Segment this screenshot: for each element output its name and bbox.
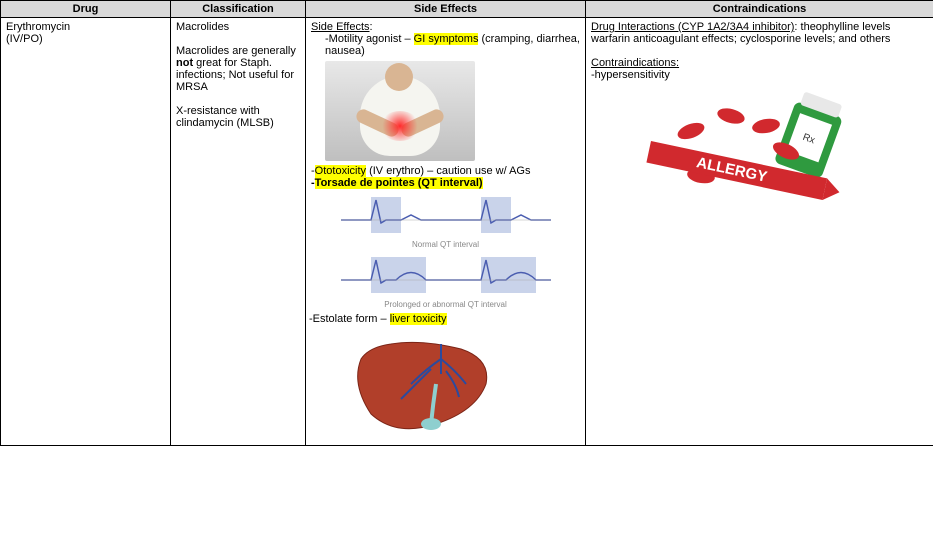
header-drug: Drug (1, 1, 171, 18)
cell-classification: Macrolides Macrolides are generally not … (171, 18, 306, 446)
drug-name: Erythromycin (6, 21, 70, 33)
drug-table: Drug Classification Side Effects Contrai… (0, 0, 933, 446)
cell-side-effects: Side Effects: -Motility agonist – GI sym… (306, 18, 586, 446)
header-classification: Classification (171, 1, 306, 18)
se-motility-line: -Motility agonist – GI symptoms (crampin… (325, 33, 580, 57)
se-oto-hl: Ototoxicity (315, 165, 366, 177)
se-heading: Side Effects (311, 21, 370, 33)
class-line1: Macrolides (176, 21, 300, 33)
stomach-pain-image (325, 61, 475, 161)
ecg-normal-caption: Normal QT interval (311, 240, 580, 249)
table-row: Erythromycin (IV/PO) Macrolides Macrolid… (1, 18, 933, 446)
class-para1b: not (176, 57, 193, 69)
se-motility-hl: GI symptoms (414, 33, 479, 45)
allergy-svg: Rx ALLERGY (631, 91, 861, 201)
ci-subheading: Contraindications: (591, 57, 679, 69)
se-estolate-pre: -Estolate form – (309, 313, 390, 325)
class-para1: Macrolides are generally not great for S… (176, 45, 300, 93)
ecg-prolonged-caption: Prolonged or abnormal QT interval (311, 300, 580, 309)
drug-route: (IV/PO) (6, 33, 43, 45)
se-torsade-hl: Torsade de pointes (QT interval) (315, 177, 483, 189)
se-oto-post: (IV erythro) – caution use w/ AGs (366, 165, 530, 177)
class-para1c: great for Staph. infections; Not useful … (176, 57, 294, 93)
table-header-row: Drug Classification Side Effects Contrai… (1, 1, 933, 18)
se-torsade-line: -Torsade de pointes (QT interval) (311, 177, 580, 189)
class-para1a: Macrolides are generally (176, 45, 296, 57)
se-ototoxicity-line: -Ototoxicity (IV erythro) – caution use … (311, 165, 580, 177)
se-estolate-hl: liver toxicity (390, 313, 447, 325)
ci-heading: Drug Interactions (CYP 1A2/3A4 inhibitor… (591, 21, 794, 33)
se-estolate-line: -Estolate form – liver toxicity (309, 313, 580, 325)
header-side-effects: Side Effects (306, 1, 586, 18)
liver-svg (341, 329, 501, 439)
liver-image (341, 329, 580, 442)
allergy-image: Rx ALLERGY (631, 91, 928, 204)
ecg-prolonged-diagram: Prolonged or abnormal QT interval (311, 255, 580, 309)
header-contraindications: Contraindications (586, 1, 933, 18)
class-para2: X-resistance with clindamycin (MLSB) (176, 105, 300, 129)
se-motility-pre: -Motility agonist – (325, 33, 414, 45)
ecg-normal-svg (336, 195, 556, 235)
cell-drug: Erythromycin (IV/PO) (1, 18, 171, 446)
ecg-normal-diagram: Normal QT interval (311, 195, 580, 249)
ecg-prolonged-svg (336, 255, 556, 295)
cell-contraindications: Drug Interactions (CYP 1A2/3A4 inhibitor… (586, 18, 933, 446)
ci-item: -hypersensitivity (591, 69, 670, 81)
